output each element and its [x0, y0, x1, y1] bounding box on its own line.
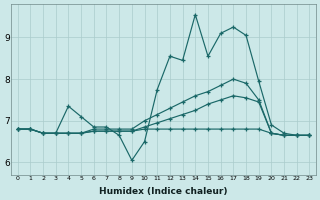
X-axis label: Humidex (Indice chaleur): Humidex (Indice chaleur) — [99, 187, 228, 196]
